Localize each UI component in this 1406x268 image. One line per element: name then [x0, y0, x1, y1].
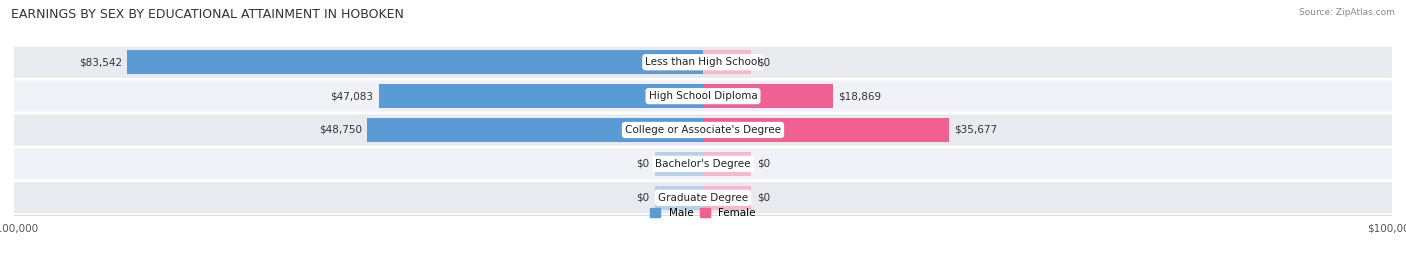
Bar [703, 118, 949, 142]
Bar [703, 50, 751, 75]
Bar [703, 152, 751, 176]
Bar [703, 185, 751, 210]
Text: Graduate Degree: Graduate Degree [658, 193, 748, 203]
Legend: Male, Female: Male, Female [650, 208, 756, 218]
Text: $83,542: $83,542 [79, 57, 122, 67]
Text: EARNINGS BY SEX BY EDUCATIONAL ATTAINMENT IN HOBOKEN: EARNINGS BY SEX BY EDUCATIONAL ATTAINMEN… [11, 8, 404, 21]
FancyBboxPatch shape [14, 114, 1392, 146]
Text: Less than High School: Less than High School [645, 57, 761, 67]
Text: $0: $0 [636, 159, 650, 169]
Text: High School Diploma: High School Diploma [648, 91, 758, 101]
FancyBboxPatch shape [14, 47, 1392, 78]
Bar [378, 84, 703, 108]
Text: $47,083: $47,083 [330, 91, 373, 101]
Bar [128, 50, 703, 75]
Bar [655, 185, 703, 210]
Text: $0: $0 [756, 193, 770, 203]
Text: $48,750: $48,750 [319, 125, 361, 135]
Text: Bachelor's Degree: Bachelor's Degree [655, 159, 751, 169]
Bar [655, 152, 703, 176]
Bar [367, 118, 703, 142]
Bar [703, 84, 832, 108]
FancyBboxPatch shape [14, 80, 1392, 112]
Text: $0: $0 [756, 57, 770, 67]
Text: $0: $0 [636, 193, 650, 203]
FancyBboxPatch shape [14, 182, 1392, 213]
Text: $18,869: $18,869 [838, 91, 882, 101]
Text: $0: $0 [756, 159, 770, 169]
Text: Source: ZipAtlas.com: Source: ZipAtlas.com [1299, 8, 1395, 17]
Text: $35,677: $35,677 [955, 125, 997, 135]
Text: College or Associate's Degree: College or Associate's Degree [626, 125, 780, 135]
FancyBboxPatch shape [14, 148, 1392, 180]
